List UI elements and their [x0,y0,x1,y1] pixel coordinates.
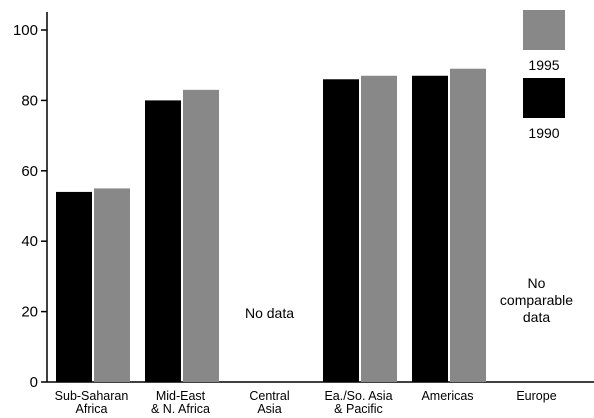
bar-1995-4 [450,68,486,382]
bar-1990-4 [412,75,448,382]
x-tick-label: Europe [516,389,556,403]
legend: 1995 1990 [523,10,565,141]
legend-swatch-1995 [523,10,565,50]
y-tick-label: 0 [30,374,38,391]
bar-1995-3 [361,75,397,382]
bar-1990-0 [56,191,92,382]
legend-swatch-1990 [523,78,565,118]
y-axis-ticks: 0 20 40 60 80 100 [13,22,47,391]
annotation-text: No data [245,305,294,321]
x-tick-label: Americas [421,389,473,403]
axes [46,12,594,383]
x-tick-label: Africa [76,402,108,416]
bars [56,68,486,383]
y-tick-label: 100 [13,22,38,39]
annotation-text: No [528,275,546,291]
x-tick-label: Mid-East [156,389,206,403]
x-tick-label: & N. Africa [151,402,210,416]
x-tick-label: Sub-Saharan [55,389,129,403]
bar-1990-3 [323,79,359,382]
y-tick-label: 80 [21,92,38,109]
x-tick-label: & Pacific [334,402,383,416]
annotation-text: data [523,309,550,325]
bar-1990-1 [145,100,181,383]
y-tick-label: 40 [21,233,38,250]
x-tick-label: Central [249,389,289,403]
legend-label-1995: 1995 [528,57,559,73]
y-tick-label: 60 [21,163,38,180]
x-tick-label: Ea./So. Asia [324,389,392,403]
legend-label-1990: 1990 [528,125,559,141]
y-tick-label: 20 [21,304,38,321]
bar-1995-1 [183,89,219,382]
annotation-text: comparable [500,292,573,308]
x-tick-label: Asia [257,402,281,416]
bar-1995-0 [94,188,130,382]
